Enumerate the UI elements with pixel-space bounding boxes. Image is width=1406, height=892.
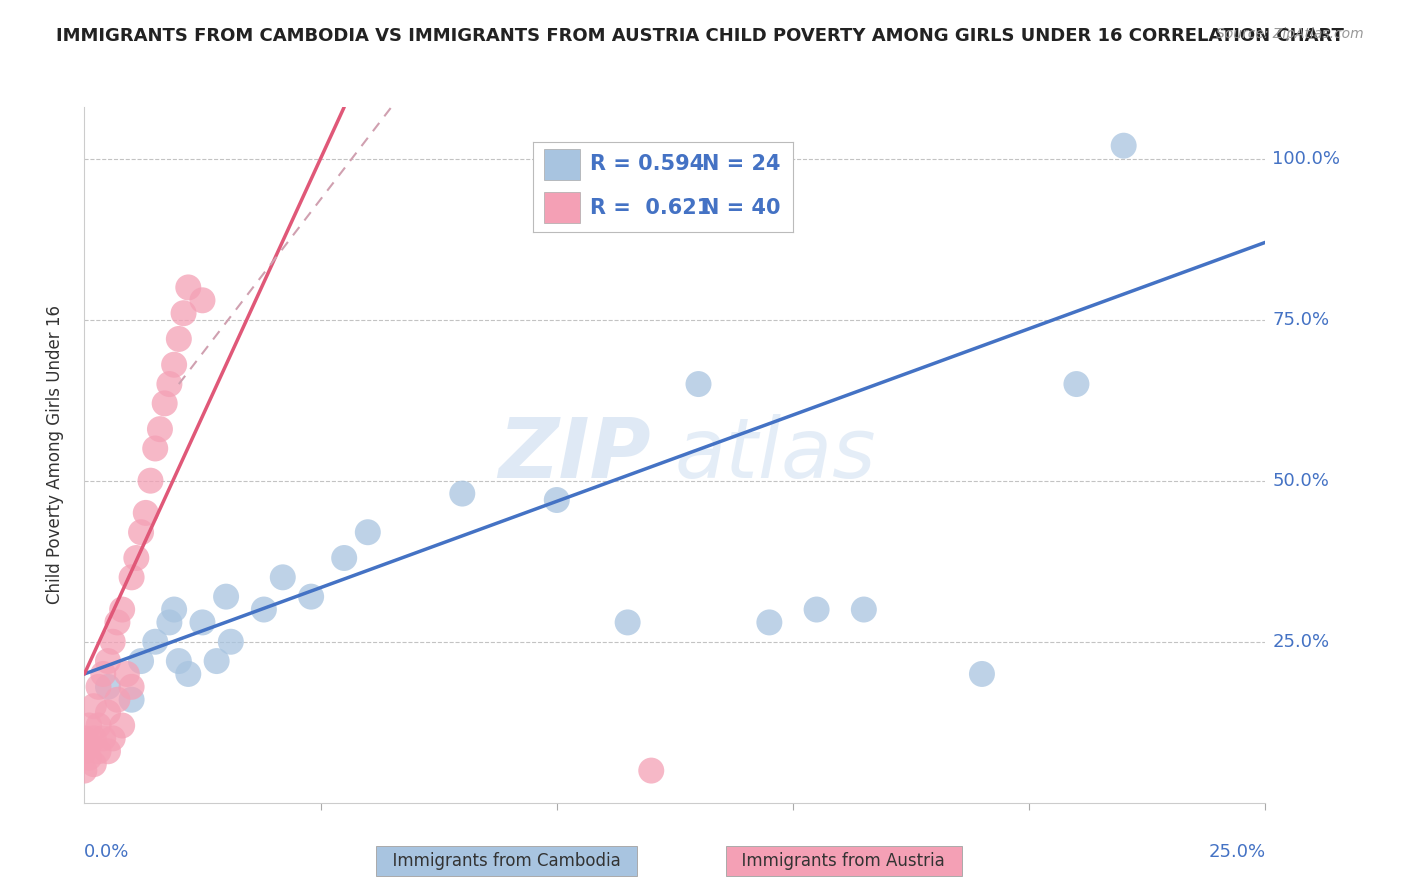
Point: [271, 570, 294, 584]
Point: [806, 602, 828, 616]
Point: [107, 692, 129, 706]
Point: [101, 731, 124, 746]
Point: [77, 750, 100, 764]
Point: [91, 731, 114, 746]
Point: [77, 718, 100, 732]
Point: [73, 731, 96, 746]
Point: [205, 654, 228, 668]
Point: [149, 422, 172, 436]
Point: [97, 654, 120, 668]
Point: [219, 634, 242, 648]
Point: [616, 615, 638, 630]
Point: [129, 525, 152, 540]
Point: [1112, 138, 1135, 153]
Point: [167, 332, 190, 346]
Point: [129, 654, 152, 668]
Point: [83, 757, 105, 772]
Point: [167, 654, 190, 668]
Point: [83, 699, 105, 714]
Point: [758, 615, 780, 630]
Point: [253, 602, 276, 616]
Point: [121, 680, 143, 694]
Point: [157, 615, 180, 630]
Point: [97, 744, 120, 758]
Point: [177, 667, 200, 681]
Text: 100.0%: 100.0%: [1272, 150, 1340, 168]
Text: Immigrants from Austria: Immigrants from Austria: [731, 852, 956, 870]
Point: [143, 634, 166, 648]
Point: [215, 590, 238, 604]
Point: [107, 615, 129, 630]
Point: [91, 667, 114, 681]
Text: R =  0.621: R = 0.621: [591, 198, 711, 218]
Point: [546, 493, 568, 508]
Point: [111, 718, 134, 732]
Point: [1066, 377, 1088, 392]
Point: [87, 718, 110, 732]
Point: [83, 731, 105, 746]
Text: ZIP: ZIP: [499, 415, 651, 495]
Point: [177, 280, 200, 294]
Bar: [544, 149, 579, 180]
Point: [111, 602, 134, 616]
Point: [101, 634, 124, 648]
Point: [121, 570, 143, 584]
Text: Source: ZipAtlas.com: Source: ZipAtlas.com: [1216, 27, 1364, 41]
Y-axis label: Child Poverty Among Girls Under 16: Child Poverty Among Girls Under 16: [45, 305, 63, 605]
Text: N = 24: N = 24: [702, 154, 780, 175]
Text: 75.0%: 75.0%: [1272, 310, 1330, 328]
Point: [125, 551, 148, 566]
Text: atlas: atlas: [675, 415, 876, 495]
Text: N = 40: N = 40: [702, 198, 780, 218]
Point: [97, 680, 120, 694]
Text: 25.0%: 25.0%: [1272, 632, 1330, 651]
Point: [451, 486, 474, 500]
Point: [73, 744, 96, 758]
Point: [299, 590, 322, 604]
Bar: [544, 193, 579, 223]
Point: [970, 667, 993, 681]
Point: [139, 474, 162, 488]
Point: [157, 377, 180, 392]
Point: [191, 293, 214, 308]
Point: [87, 680, 110, 694]
Point: [852, 602, 875, 616]
Point: [357, 525, 380, 540]
Point: [87, 744, 110, 758]
Point: [115, 667, 138, 681]
Point: [135, 506, 157, 520]
Point: [73, 764, 96, 778]
Text: R = 0.594: R = 0.594: [591, 154, 704, 175]
Point: [640, 764, 662, 778]
Point: [163, 358, 186, 372]
Point: [333, 551, 356, 566]
Text: IMMIGRANTS FROM CAMBODIA VS IMMIGRANTS FROM AUSTRIA CHILD POVERTY AMONG GIRLS UN: IMMIGRANTS FROM CAMBODIA VS IMMIGRANTS F…: [56, 27, 1344, 45]
Point: [191, 615, 214, 630]
Text: 25.0%: 25.0%: [1208, 843, 1265, 861]
Point: [153, 396, 176, 410]
Point: [143, 442, 166, 456]
Point: [77, 738, 100, 752]
Text: Immigrants from Cambodia: Immigrants from Cambodia: [381, 852, 631, 870]
Point: [163, 602, 186, 616]
Text: 0.0%: 0.0%: [84, 843, 129, 861]
Point: [688, 377, 710, 392]
Point: [121, 692, 143, 706]
Point: [173, 306, 195, 320]
Point: [97, 706, 120, 720]
Text: 50.0%: 50.0%: [1272, 472, 1329, 490]
